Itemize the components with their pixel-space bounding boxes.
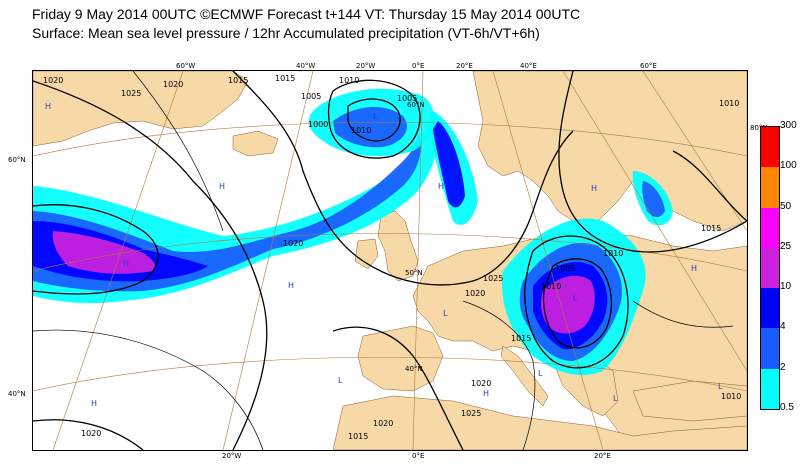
isobar-label: 1010 [603, 249, 623, 258]
lon-label-top: 40°W [296, 62, 316, 70]
lat-lon-grid [33, 71, 747, 450]
isobar-labels: 1020 1025 1020 1015 1015 1010 1005 1000 … [43, 74, 741, 441]
high-centre: H [45, 102, 51, 111]
title-line-2: Surface: Mean sea level pressure / 12hr … [32, 25, 540, 41]
isobar-label: 1010 [351, 126, 371, 135]
high-centre: H [591, 184, 597, 193]
isobar-label: 1025 [483, 274, 503, 283]
low-centre: L [443, 309, 448, 318]
high-centre: H [91, 399, 97, 408]
high-centre: H [438, 182, 444, 191]
lat-label-left: 60°N [8, 156, 26, 164]
forecast-map: 60°W 40°W 20°W 0°E 20°E 40°E 60°E 1020 1… [32, 70, 748, 451]
land-ireland [354, 238, 379, 270]
legend-swatch [761, 328, 779, 369]
lon-label-bottom: 0°E [412, 452, 425, 460]
high-centre: H [288, 281, 294, 290]
title-line-1: Friday 9 May 2014 00UTC ©ECMWF Forecast … [32, 6, 581, 22]
isobar-label: 1020 [471, 379, 491, 388]
land-iceland [232, 130, 279, 157]
isobar-label: 1020 [283, 239, 303, 248]
precip-east-cell-core [642, 181, 665, 217]
pressure-centres: H H H H H H H H H L L L L L L L [45, 102, 723, 408]
isobar-label: 1020 [43, 76, 63, 85]
high-centre: H [123, 259, 129, 268]
precipitation-areas [33, 88, 673, 376]
land-greenland [33, 71, 249, 147]
legend-swatch [761, 247, 779, 289]
isobar-label: 1015 [228, 76, 248, 85]
isobar-label: 1020 [373, 419, 393, 428]
lon-label-top: 20°E [456, 62, 473, 70]
legend-swatch [761, 368, 779, 409]
low-centre: L [613, 394, 618, 403]
lon-label-top: 40°E [520, 62, 537, 70]
isobars [33, 71, 747, 450]
low-centre: L [573, 294, 578, 303]
low-centre: L [338, 376, 343, 385]
lon-label-top: 60°W [176, 62, 196, 70]
isobar-label: 1005 [555, 264, 575, 273]
isobar-label: 1025 [461, 409, 481, 418]
precip-europe-heavy [540, 275, 595, 334]
isobars-secondary [33, 71, 734, 450]
legend-level-label: 0.5 [780, 402, 794, 413]
legend-level-label: 300 [780, 120, 797, 131]
isobar-label: 1025 [121, 89, 141, 98]
legend-level-label: 50 [780, 200, 792, 212]
isobar-label: 1020 [163, 80, 183, 89]
isobar-label: 1015 [348, 432, 368, 441]
lat-label-left: 40°N [8, 390, 26, 398]
land-iberia [357, 325, 444, 392]
precip-norway-streak-core [433, 121, 465, 208]
isobar-label: 1020 [465, 289, 485, 298]
lat-label-right: 80°N [750, 124, 768, 132]
legend-level-label: 25 [780, 240, 792, 252]
lat-label-inner: 40°N [405, 365, 423, 373]
isobar-label: 1010 [719, 99, 739, 108]
high-centre: H [219, 182, 225, 191]
isobar-label: 1010 [541, 282, 561, 291]
legend-level-label: 10 [780, 281, 792, 293]
legend-swatch [761, 127, 779, 168]
land-north-africa [332, 395, 747, 450]
low-centre: L [718, 382, 723, 391]
lon-label-top: 20°W [356, 62, 376, 70]
legend-swatch [761, 288, 779, 329]
legend-swatch [761, 207, 779, 248]
precip-atlantic-heavy [52, 231, 155, 274]
land-scandinavia [472, 71, 747, 232]
isobar-label: 1005 [397, 94, 417, 103]
isobar-label: 1015 [511, 334, 531, 343]
lon-label-top: 60°E [640, 62, 657, 70]
precipitation-legend [760, 126, 780, 410]
lon-label-bottom: 20°W [222, 452, 242, 460]
isobar-label: 1000 [308, 120, 328, 129]
high-centre: H [483, 389, 489, 398]
lat-label-inner: 50°N [405, 269, 423, 277]
legend-level-label: 2 [780, 361, 786, 373]
isobar-label: 1005 [301, 92, 321, 101]
isobar-label: 1010 [721, 392, 741, 401]
lon-label-bottom: 20°E [594, 452, 611, 460]
legend-level-label: 100 [780, 160, 797, 172]
legend-level-label: 4 [780, 321, 786, 333]
isobar-label: 1015 [701, 224, 721, 233]
lon-label-top: 0°E [412, 62, 425, 70]
low-centre: L [538, 369, 543, 378]
high-centre: H [691, 264, 697, 273]
isobar-label: 1015 [275, 74, 295, 83]
legend-swatch [761, 167, 779, 208]
isobar-label: 1010 [339, 76, 359, 85]
low-centre: L [373, 112, 378, 121]
isobar-label: 1020 [81, 429, 101, 438]
lat-label-inner: 60°N [407, 101, 425, 109]
land-britain [377, 210, 419, 282]
